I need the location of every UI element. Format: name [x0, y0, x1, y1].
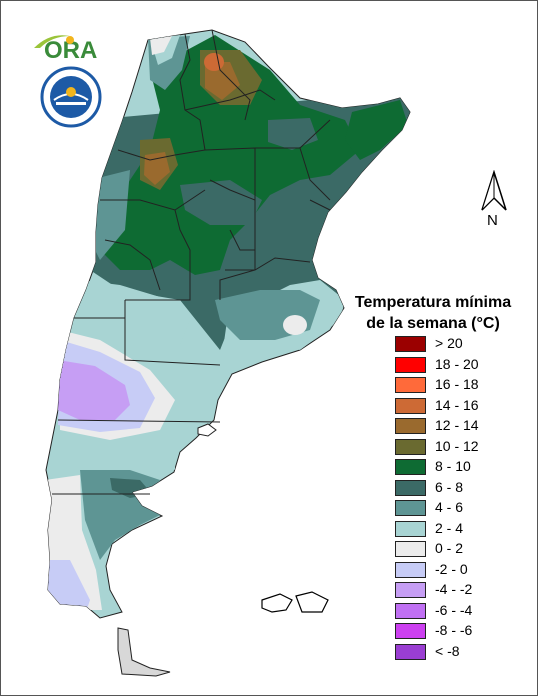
legend-title: Temperatura mínima de la semana (°C): [334, 292, 532, 334]
legend-swatch: [395, 561, 426, 578]
legend-swatch: [395, 500, 426, 516]
legend-label: 6 - 8: [435, 478, 464, 495]
zone-8-10-northeast: [345, 100, 408, 160]
legend-label: > 20: [435, 335, 463, 351]
legend-title-line2: de la semana (°C): [366, 315, 500, 332]
zone-m4-m2-andes: [58, 360, 130, 420]
legend-label: 4 - 6: [435, 499, 464, 515]
legend-item: 0 - 2: [395, 540, 535, 557]
ora-logo: ORA: [30, 26, 102, 64]
logo-sun-icon: [66, 36, 74, 44]
legend-item: 4 - 6: [395, 499, 535, 516]
zone-14-16-salta: [204, 53, 224, 71]
legend-swatch: [395, 418, 426, 434]
legend-item: 14 - 16: [395, 396, 535, 414]
legend-swatch: [395, 336, 426, 352]
legend-swatch: [395, 623, 426, 639]
legend-item: 8 - 10: [395, 458, 535, 475]
legend-swatch: [395, 438, 426, 455]
legend-swatch: [395, 479, 426, 496]
legend-item: 6 - 8: [395, 478, 535, 496]
zone-4-6-cuyo: [90, 170, 130, 260]
legend-item: 18 - 20: [395, 355, 535, 373]
legend-swatch: [395, 356, 426, 373]
legend-swatch: [395, 582, 426, 598]
zone-6-8-inner: [268, 118, 318, 150]
legend-item: -4 - -2: [395, 581, 535, 598]
legend-swatch: [395, 643, 426, 660]
legend-label: 10 - 12: [435, 437, 479, 454]
coast-bay: [197, 423, 217, 437]
legend-label: -6 - -4: [435, 601, 473, 618]
legend-swatch: [395, 459, 426, 475]
legend-label: -4 - -2: [435, 581, 473, 597]
malvinas-islands: [261, 591, 329, 613]
legend-swatch: [395, 541, 426, 557]
legend-label: 16 - 18: [435, 376, 479, 392]
logo-leaf-icon: [34, 35, 70, 48]
legend-swatch: [395, 397, 426, 414]
legend-label: 8 - 10: [435, 458, 471, 474]
legend-swatch: [395, 377, 426, 393]
legend-title-line1: Temperatura mínima: [354, 294, 512, 311]
legend-label: 0 - 2: [435, 540, 464, 556]
legend-item: -8 - -6: [395, 622, 535, 639]
north-label: N: [487, 212, 498, 229]
legend-item: -6 - -4: [395, 601, 535, 619]
legend-label: -2 - 0: [435, 560, 468, 577]
legend-item: < -8: [395, 642, 535, 660]
legend-swatch: [395, 602, 426, 619]
legend-swatch: [395, 520, 426, 537]
north-arrow: [478, 169, 510, 232]
legend-label: 18 - 20: [435, 355, 479, 372]
legend-label: < -8: [435, 642, 460, 659]
zone-0-2-puna: [150, 36, 172, 55]
zone-8-10-north: [100, 35, 360, 275]
legend-item: -2 - 0: [395, 560, 535, 578]
legend-label: 14 - 16: [435, 396, 479, 413]
legend-item: 2 - 4: [395, 519, 535, 537]
legend-label: 12 - 14: [435, 417, 479, 433]
zone-12-14-salta: [205, 62, 240, 100]
legend-item: 16 - 18: [395, 376, 535, 393]
province-borders: [52, 29, 331, 495]
zone-6-8-chaco: [180, 180, 262, 225]
legend-item: 10 - 12: [395, 437, 535, 455]
legend-item: > 20: [395, 335, 535, 352]
legend-label: 2 - 4: [435, 519, 464, 536]
smn-seal-logo: [40, 66, 102, 128]
tierra-del-fuego: [117, 627, 171, 677]
zone-0-2-coast: [283, 315, 307, 335]
legend-item: 12 - 14: [395, 417, 535, 434]
zone-m2-0-south: [46, 560, 90, 612]
legend-label: -8 - -6: [435, 622, 473, 638]
